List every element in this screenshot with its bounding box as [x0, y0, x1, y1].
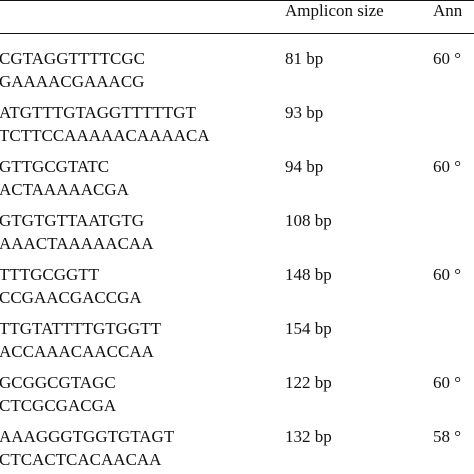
amplicon-size-value: 81 bp	[285, 49, 324, 68]
header-amplicon-size: Amplicon size	[285, 1, 384, 20]
amplicon-size-value: 122 bp	[285, 373, 332, 392]
forward-primer-sequence: TTGTATTTTGTGGTT	[0, 319, 161, 338]
annealing-temp-value: 58 °	[433, 427, 462, 446]
reverse-primer-sequence: GAAAACGAAACG	[0, 72, 145, 91]
forward-primer-sequence: GCGGCGTAGC	[0, 373, 116, 392]
annealing-temp-value: 60 °	[433, 157, 462, 176]
amplicon-size-value: 93 bp	[285, 103, 324, 122]
forward-primer-sequence: ATGTTTGTAGGTTTTTGT	[0, 103, 196, 122]
reverse-primer-sequence: AAACTAAAAACAA	[0, 234, 154, 253]
forward-primer-sequence: GTGTGTTAATGTG	[0, 211, 144, 230]
forward-primer-sequence: GTTGCGTATC	[0, 157, 110, 176]
reverse-primer-sequence: CTCGCGACGA	[0, 396, 117, 415]
reverse-primer-sequence: ACCAAACAACCAA	[0, 342, 154, 361]
annealing-temp-value: 60 °	[433, 373, 462, 392]
amplicon-size-value: 132 bp	[285, 427, 332, 446]
reverse-primer-sequence: CTCACTCACAACAA	[0, 450, 162, 469]
reverse-primer-sequence: TCTTCCAAAAACAAAACA	[0, 126, 210, 145]
reverse-primer-sequence: ACTAAAAACGA	[0, 180, 129, 199]
amplicon-size-value: 148 bp	[285, 265, 332, 284]
amplicon-size-value: 94 bp	[285, 157, 324, 176]
annealing-temp-value: 60 °	[433, 265, 462, 284]
reverse-primer-sequence: CCGAACGACCGA	[0, 288, 142, 307]
annealing-temp-value: 60 °	[433, 49, 462, 68]
header-rule	[0, 33, 474, 34]
forward-primer-sequence: CGTAGGTTTTCGC	[0, 49, 145, 68]
header-annealing: Ann	[433, 1, 463, 20]
forward-primer-sequence: AAAGGGTGGTGTAGT	[0, 427, 175, 446]
amplicon-size-value: 154 bp	[285, 319, 332, 338]
amplicon-size-value: 108 bp	[285, 211, 332, 230]
table-top-rule	[0, 0, 474, 1]
forward-primer-sequence: TTTGCGGTT	[0, 265, 100, 284]
